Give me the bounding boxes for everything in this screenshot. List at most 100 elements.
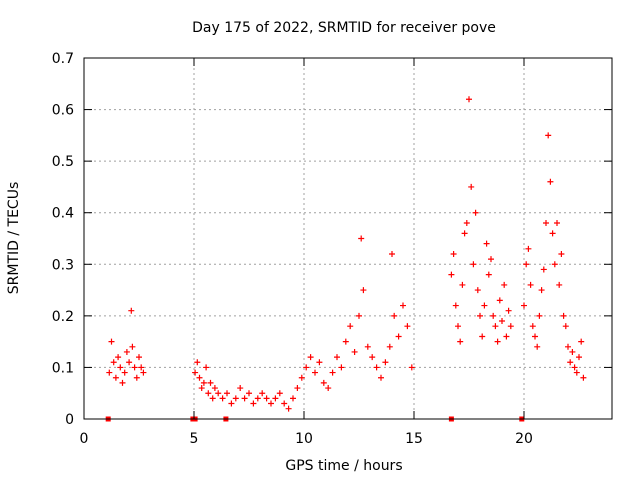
data-point (576, 354, 582, 361)
chart-title: Day 175 of 2022, SRMTID for receiver pov… (192, 20, 496, 36)
data-point (459, 281, 466, 288)
data-point (110, 359, 117, 366)
data-point (140, 369, 147, 376)
data-point (562, 323, 569, 330)
data-point (499, 318, 505, 325)
data-point (338, 364, 345, 371)
data-point (117, 364, 124, 371)
data-point (569, 348, 576, 355)
data-point (263, 395, 270, 402)
y-tick-label: 0.6 (52, 103, 74, 119)
x-tick-label: 5 (190, 431, 199, 447)
data-point (525, 245, 532, 252)
data-point (481, 302, 488, 309)
data-point (565, 343, 571, 350)
data-point (391, 312, 398, 319)
y-tick-label: 0.3 (52, 257, 74, 273)
data-point (325, 385, 332, 392)
data-point (496, 297, 503, 304)
data-point (488, 256, 494, 263)
data-point (523, 261, 530, 268)
data-point (545, 132, 552, 139)
data-point (250, 400, 257, 407)
data-point (463, 220, 470, 227)
data-point (211, 385, 218, 392)
data-point (194, 359, 201, 366)
data-point (342, 338, 349, 345)
data-point (128, 307, 135, 314)
data-point (490, 312, 497, 319)
data-point (477, 312, 483, 319)
data-point (115, 354, 122, 361)
data-point (123, 348, 130, 355)
data-point (246, 390, 252, 397)
data-point (386, 343, 393, 350)
x-tick-label: 0 (80, 431, 89, 447)
data-point (241, 395, 248, 402)
data-point (364, 343, 371, 350)
data-point (254, 395, 261, 402)
data-point (285, 405, 292, 412)
data-point (192, 369, 199, 376)
data-point (138, 364, 145, 371)
data-point (521, 302, 527, 309)
data-point (554, 220, 560, 227)
data-point (578, 338, 585, 345)
data-point (200, 379, 207, 386)
x-tick-label: 15 (405, 431, 423, 447)
data-point (494, 338, 501, 345)
data-point (268, 400, 274, 407)
data-point (479, 333, 486, 340)
data-point (133, 374, 140, 381)
plot-frame (83, 57, 613, 420)
data-point (549, 230, 556, 237)
y-tick-label: 0 (65, 412, 74, 428)
data-point (205, 390, 212, 397)
data-point (131, 364, 138, 371)
data-point (505, 307, 512, 314)
data-point (404, 323, 411, 330)
data-point (538, 287, 545, 294)
data-point (389, 250, 395, 257)
data-point (534, 343, 541, 350)
data-point (543, 220, 549, 227)
data-point (536, 312, 543, 319)
data-point (347, 323, 354, 330)
data-point (573, 369, 580, 376)
data-point (450, 250, 457, 257)
data-point (198, 385, 205, 392)
data-point (571, 364, 578, 371)
data-point (468, 183, 475, 190)
data-point (448, 271, 455, 278)
axes: 0 0.1 0.2 0.3 0.4 0.5 0.6 0.7 0 5 10 15 20 (52, 51, 612, 447)
x-tick-label: 10 (295, 431, 313, 447)
data-point (351, 348, 358, 355)
data-point (136, 354, 142, 361)
data-point (532, 333, 538, 340)
data-point (501, 281, 508, 288)
data-point (290, 395, 296, 402)
x-tick-label: 20 (515, 431, 533, 447)
data-point (209, 395, 216, 402)
y-tick-label: 0.7 (52, 51, 74, 67)
data-point (452, 302, 459, 309)
data-point (529, 323, 536, 330)
data-point (492, 323, 499, 330)
data-point (312, 369, 318, 376)
data-point (540, 266, 547, 273)
data-point (126, 359, 133, 366)
data-point (483, 240, 490, 247)
data-point (329, 369, 336, 376)
y-tick-label: 0.4 (52, 206, 74, 222)
grid (84, 58, 612, 419)
data-point (408, 364, 415, 371)
data-point (547, 178, 554, 185)
data-point (472, 209, 479, 216)
y-tick-label: 0.2 (52, 309, 74, 325)
data-point (560, 312, 567, 319)
data-point (237, 385, 244, 392)
data-point (232, 395, 239, 402)
data-point (558, 250, 565, 257)
data-point (360, 287, 367, 294)
data-point (457, 338, 464, 345)
